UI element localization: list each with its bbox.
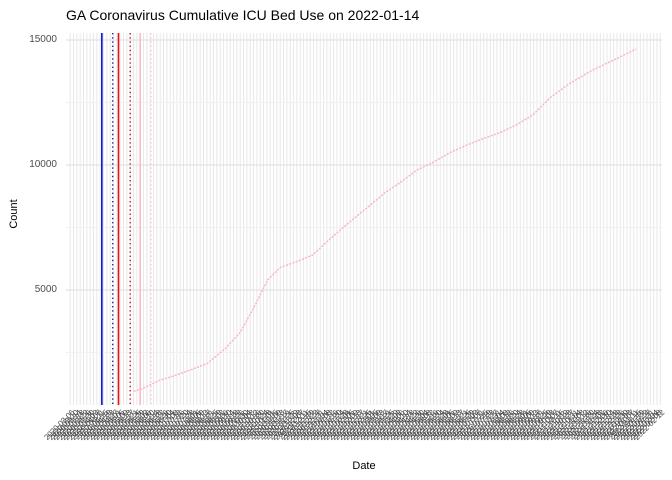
y-tick-label: 15000 [29, 34, 57, 45]
y-tick-label: 10000 [29, 159, 57, 170]
x-axis-title: Date [352, 460, 376, 472]
y-tick-label: 5000 [34, 284, 57, 295]
chart-title: GA Coronavirus Cumulative ICU Bed Use on… [66, 7, 420, 23]
y-axis-title: Count [8, 199, 20, 229]
plot-canvas [66, 33, 662, 405]
plot-panel [66, 33, 662, 405]
cumulative-line [133, 48, 637, 392]
